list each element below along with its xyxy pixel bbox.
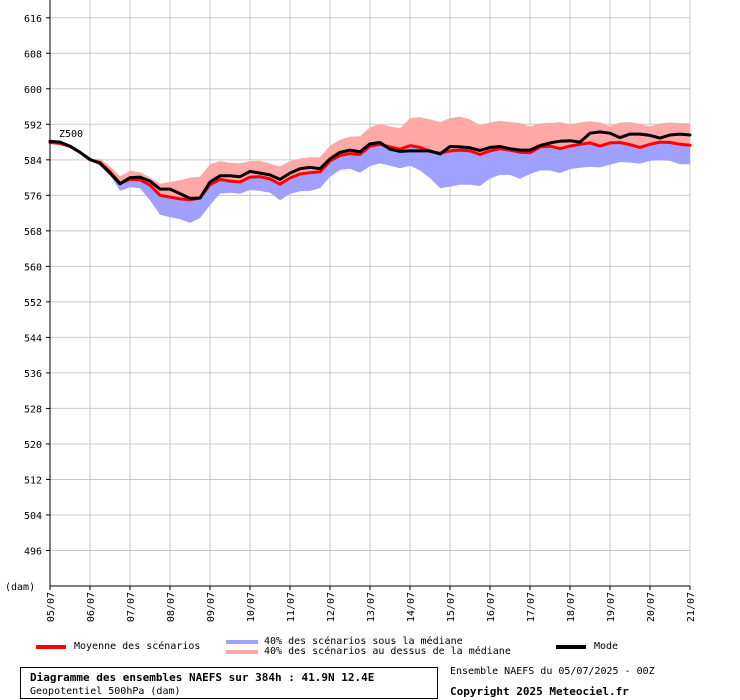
legend-mean-label: Moyenne des scénarios [74, 641, 201, 652]
series-line [48, 140, 692, 202]
y-tick-label: 608 [24, 49, 42, 60]
copyright: Copyright 2025 Meteociel.fr [450, 685, 629, 698]
x-tick-label: 11/07 [286, 592, 297, 622]
x-tick-label: 07/07 [126, 592, 137, 622]
x-tick-label: 08/07 [166, 592, 177, 622]
chart-subtitle: Geopotentiel 500hPa (dam) [30, 686, 181, 697]
y-tick-label: 496 [24, 546, 42, 557]
x-tick-label: 17/07 [526, 592, 537, 622]
y-tick-label: 616 [24, 14, 42, 25]
x-tick-labels: 05/07 06/07 07/07 08/07 09/07 10/07 11/07 12/07… [46, 592, 697, 622]
legend-above-label: 40% des scénarios au dessus de la médian… [264, 646, 511, 657]
y-tick-label: 568 [24, 227, 42, 238]
x-tick-label: 13/07 [366, 592, 377, 622]
run-info: Ensemble NAEFS du 05/07/2025 - 00Z [450, 666, 655, 677]
legend-mode-label: Mode [594, 641, 619, 652]
x-tick-label: 14/07 [406, 592, 417, 622]
chart-bands [50, 116, 690, 223]
y-tick-label: 528 [24, 404, 42, 415]
chart-grid [49, 0, 691, 586]
legend-above-swatch [226, 650, 258, 654]
legend-mode-swatch [556, 645, 586, 649]
x-tick-label: 12/07 [326, 592, 337, 622]
band-area [50, 116, 690, 200]
legend-below-swatch [226, 640, 258, 644]
y-tick-label: 600 [24, 85, 42, 96]
chart-title: Diagramme des ensembles NAEFS sur 384h :… [30, 671, 375, 684]
band-area [50, 142, 690, 223]
x-tick-label: 16/07 [486, 592, 497, 622]
y-tick-label: 512 [24, 475, 42, 486]
y-tick-label: 504 [24, 511, 42, 522]
series-line [48, 130, 692, 200]
chart-axes [46, 0, 691, 590]
chart-title-box: Diagramme des ensembles NAEFS sur 384h :… [20, 667, 438, 699]
chart-lines [48, 130, 692, 202]
y-tick-label: 544 [24, 333, 42, 344]
y-tick-labels: 496 504 512 520 528 536 544 552 560 568 576 584 592 6… [24, 14, 42, 558]
x-tick-label: 06/07 [86, 592, 97, 622]
legend-mean-swatch [36, 645, 66, 649]
x-tick-label: 21/07 [686, 592, 697, 622]
y-tick-label: 592 [24, 120, 42, 131]
x-tick-label: 20/07 [646, 592, 657, 622]
y-tick-label: 552 [24, 298, 42, 309]
y-tick-label: 520 [24, 440, 42, 451]
series-label: Z500 [59, 129, 83, 140]
x-tick-label: 18/07 [566, 592, 577, 622]
y-tick-label: 584 [24, 156, 42, 167]
y-tick-label: 560 [24, 262, 42, 273]
y-tick-label: 576 [24, 191, 42, 202]
x-tick-label: 10/07 [246, 592, 257, 622]
x-tick-label: 05/07 [46, 592, 57, 622]
legend-below-label: 40% des scénarios sous la médiane [264, 636, 463, 647]
y-axis-label: (dam) [5, 582, 35, 593]
x-tick-label: 09/07 [206, 592, 217, 622]
y-tick-label: 536 [24, 369, 42, 380]
x-tick-label: 19/07 [606, 592, 617, 622]
x-tick-label: 15/07 [446, 592, 457, 622]
